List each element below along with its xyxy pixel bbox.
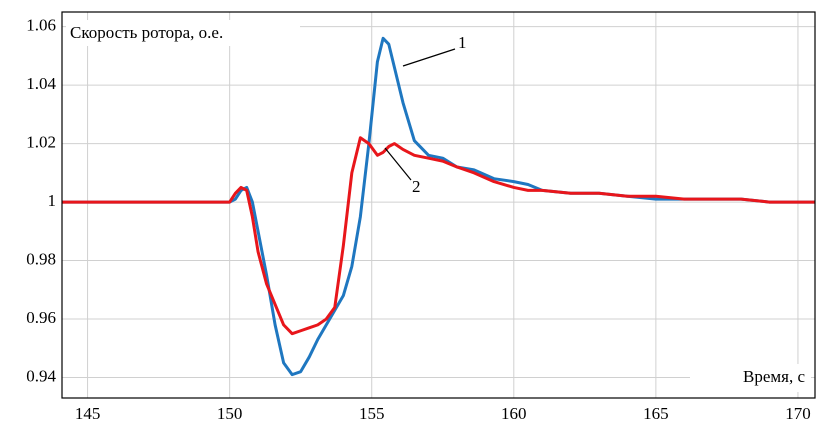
x-tick-label: 155 <box>359 404 385 423</box>
series-line <box>62 36 815 377</box>
y-tick-label: 0.96 <box>26 308 56 327</box>
x-axis-label: Время, с <box>743 367 805 386</box>
lines <box>62 36 815 377</box>
x-tick-label: 160 <box>501 404 527 423</box>
leader-line <box>402 48 456 67</box>
x-tick-label: 170 <box>785 404 811 423</box>
y-tick-label: 1.02 <box>26 132 56 151</box>
y-tick-label: 0.98 <box>26 249 56 268</box>
series-annotation: 1 <box>458 33 467 52</box>
x-tick-label: 150 <box>217 404 243 423</box>
grid <box>62 12 815 398</box>
y-tick-label: 1.04 <box>26 74 56 93</box>
y-tick-label: 0.94 <box>26 366 56 385</box>
y-tick-label: 1 <box>48 191 57 210</box>
x-tick-label: 165 <box>643 404 669 423</box>
series-line <box>62 136 815 336</box>
y-label-bg <box>66 20 300 46</box>
x-tick-label: 145 <box>75 404 101 423</box>
x-label-bg <box>690 364 811 392</box>
plot-frame <box>61 11 816 399</box>
y-axis-label: Скорость ротора, о.е. <box>70 23 223 42</box>
series-annotation: 2 <box>412 177 421 196</box>
leader-line <box>384 147 412 181</box>
y-tick-label: 1.06 <box>26 16 56 35</box>
